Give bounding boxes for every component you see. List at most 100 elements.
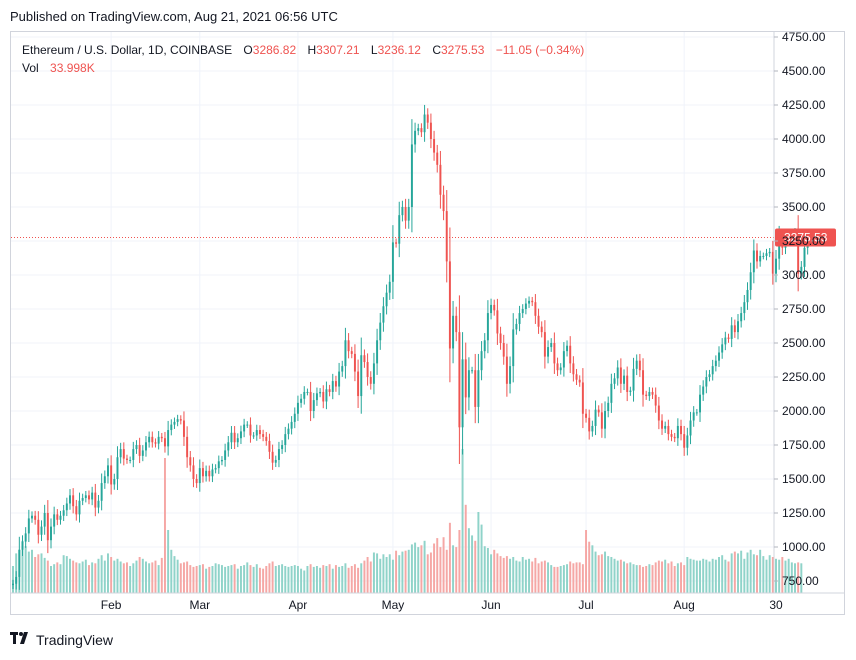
candle-body — [236, 438, 239, 443]
volume-bar — [695, 560, 698, 593]
volume-bar — [486, 548, 489, 593]
candle-body — [88, 495, 90, 500]
volume-bar — [585, 530, 588, 593]
volume-bar — [347, 567, 350, 593]
volume-bar — [623, 561, 626, 593]
volume-bar — [312, 566, 315, 593]
volume-bar — [376, 553, 379, 593]
volume-bar — [626, 563, 629, 593]
volume-bar — [607, 556, 610, 593]
volume-bar — [711, 558, 714, 593]
candle-body — [249, 424, 252, 436]
candle-body — [550, 343, 553, 348]
candles — [12, 104, 812, 590]
candle-body — [543, 332, 546, 357]
candle-body — [176, 419, 179, 422]
candle-body — [258, 430, 261, 435]
volume-bar — [106, 553, 109, 593]
candle-body — [752, 250, 755, 273]
time-tick-label: Aug — [674, 598, 695, 612]
candle-body — [31, 515, 33, 519]
volume-bar — [534, 557, 537, 593]
publish-info: Published on TradingView.com, Aug 21, 20… — [10, 9, 338, 24]
candle-body — [800, 266, 803, 274]
volume-bar — [363, 560, 366, 593]
candle-body — [34, 515, 37, 520]
volume-bar — [43, 557, 46, 593]
volume-bar — [619, 559, 622, 593]
candle-body — [65, 503, 68, 511]
volume-bar — [455, 547, 458, 593]
volume-bar — [353, 564, 356, 593]
volume-bar — [315, 566, 318, 593]
volume-bar — [322, 565, 325, 593]
candle-body — [711, 366, 714, 375]
candle-body — [189, 457, 192, 466]
candle-body — [585, 413, 588, 418]
volume-bar — [341, 566, 344, 593]
candle-body — [192, 465, 195, 479]
volume-bar — [426, 554, 429, 593]
candle-body — [233, 432, 236, 443]
price-tick-label: 3250.00 — [782, 234, 826, 248]
volume-bar — [151, 562, 154, 593]
tradingview-brand[interactable]: TradingView — [10, 631, 113, 648]
volume-bar — [433, 543, 436, 593]
volume-bar — [287, 566, 290, 593]
volume-bar — [401, 551, 404, 593]
volume-bar — [227, 566, 230, 593]
candle-body — [708, 374, 711, 377]
volume-bar — [46, 560, 49, 593]
volume-bar — [768, 555, 771, 593]
candle-body — [657, 405, 660, 421]
candle-body — [578, 379, 581, 383]
volume-bar — [458, 530, 461, 593]
volume-bar — [357, 567, 360, 593]
price-tick-label: 1500.00 — [782, 472, 826, 486]
volume-bar — [762, 556, 765, 593]
volume-bar — [480, 524, 483, 593]
volume-bar — [474, 540, 477, 593]
volume-bar — [252, 566, 255, 593]
candle-body — [62, 510, 65, 516]
volume-bar — [205, 568, 208, 593]
candle-body — [714, 360, 717, 367]
candle-body — [135, 445, 138, 450]
candle-body — [452, 315, 455, 349]
candle-body — [56, 514, 59, 520]
volume-bar — [21, 540, 24, 593]
volume-bar — [129, 566, 132, 593]
volume-bar — [594, 551, 597, 593]
candle-body — [445, 211, 448, 262]
candle-body — [103, 476, 106, 484]
time-tick-label: Apr — [289, 598, 308, 612]
volume-bar — [369, 561, 372, 593]
legend-close-value: 3275.53 — [441, 43, 485, 57]
volume-bar — [293, 565, 296, 593]
candle-body — [429, 122, 432, 139]
volume-bar — [670, 561, 673, 593]
volume-bar — [651, 565, 654, 593]
candle-body — [737, 321, 739, 333]
candle-body — [623, 375, 626, 384]
volume-bar — [461, 449, 464, 593]
candle-body — [654, 394, 657, 406]
candle-body — [483, 340, 486, 352]
volume-bar — [62, 555, 65, 593]
candle-body — [239, 431, 242, 439]
price-tick-label: 2250.00 — [782, 370, 826, 384]
price-tick-label: 4000.00 — [782, 132, 826, 146]
candle-body — [350, 351, 353, 354]
candle-body — [778, 236, 781, 259]
volume-bar — [160, 557, 163, 593]
candle-body — [433, 139, 436, 153]
chart-frame[interactable] — [10, 31, 845, 615]
candle-body — [619, 367, 622, 384]
volume-bar — [230, 565, 233, 593]
volume-bar — [290, 566, 293, 593]
candle-body — [385, 292, 388, 307]
volume-bar — [236, 568, 239, 593]
candle-body — [759, 255, 762, 262]
candle-body — [607, 402, 610, 411]
